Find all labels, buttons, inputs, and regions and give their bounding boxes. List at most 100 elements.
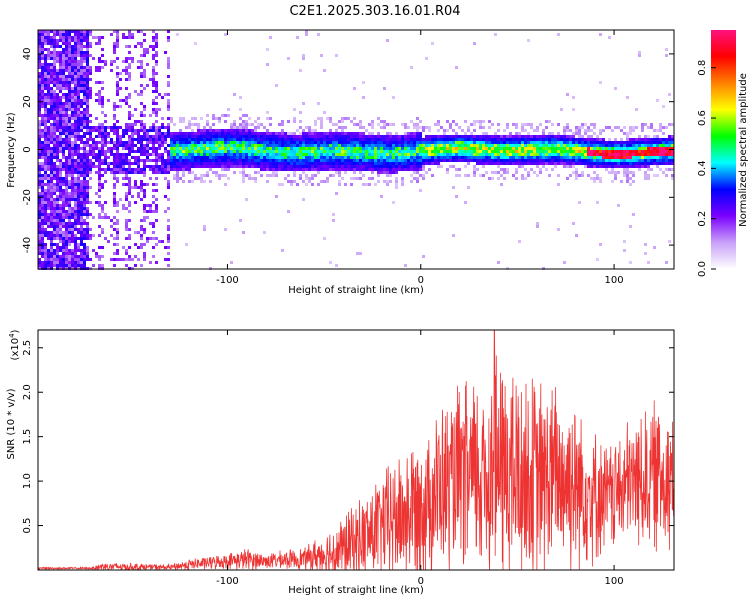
spectrogram-cell	[128, 147, 131, 150]
spectrogram-cell	[281, 141, 284, 144]
spectrogram-cell	[413, 138, 416, 141]
spectrogram-cell	[74, 114, 77, 117]
spectrogram-cell	[38, 213, 41, 216]
spectrogram-cell	[86, 120, 89, 123]
spectrogram-cell	[101, 255, 104, 258]
spectrogram-cell	[290, 138, 293, 141]
spectrogram-cell	[125, 66, 128, 69]
spectrogram-cell	[266, 63, 269, 66]
spectrogram-cell	[536, 129, 539, 132]
spectrogram-cell	[143, 255, 146, 258]
spectrogram-cell	[554, 138, 557, 141]
spectrogram-cell	[257, 126, 260, 129]
spectrogram-cell	[512, 174, 515, 177]
spectrogram-cell	[164, 147, 167, 150]
spectrogram-cell	[86, 192, 89, 195]
spectrogram-cell	[620, 141, 623, 144]
spectrogram-cell	[143, 114, 146, 117]
spectrogram-cell	[449, 159, 452, 162]
spectrogram-cell	[65, 57, 68, 60]
spectrogram-cell	[101, 96, 104, 99]
spectrogram-cell	[101, 60, 104, 63]
spectrogram-cell	[59, 123, 62, 126]
spectrogram-cell	[614, 165, 617, 168]
spectrogram-cell	[86, 96, 89, 99]
spectrogram-cell	[410, 174, 413, 177]
spectrogram-cell	[44, 174, 47, 177]
spectrogram-cell	[515, 135, 518, 138]
spectrogram-cell	[119, 141, 122, 144]
spectrogram-cell	[86, 54, 89, 57]
spectrogram-cell	[446, 171, 449, 174]
spectrogram-cell	[179, 129, 182, 132]
spectrogram-cell	[440, 135, 443, 138]
spectrogram-cell	[341, 168, 344, 171]
spectrogram-cell	[125, 174, 128, 177]
spectrogram-cell	[50, 210, 53, 213]
spectrogram-cell	[548, 132, 551, 135]
spectrogram-cell	[137, 231, 140, 234]
spectrogram-cell	[461, 135, 464, 138]
spectrogram-cell	[77, 144, 80, 147]
spectrogram-cell	[290, 141, 293, 144]
spectrogram-cell	[536, 174, 539, 177]
spectrogram-cell	[275, 153, 278, 156]
spectrogram-cell	[38, 240, 41, 243]
spectrogram-cell	[194, 150, 197, 153]
spectrogram-cell	[131, 150, 134, 153]
spectrogram-cell	[341, 156, 344, 159]
spectrogram-cell	[68, 42, 71, 45]
spectrogram-cell	[167, 240, 170, 243]
spectrogram-cell	[59, 234, 62, 237]
spectrogram-cell	[191, 144, 194, 147]
spectrogram-cell	[119, 162, 122, 165]
spectrogram-cell	[71, 249, 74, 252]
spectrogram-cell	[542, 165, 545, 168]
spectrogram-cell	[125, 99, 128, 102]
spectrogram-cell	[68, 51, 71, 54]
spectrogram-cell	[134, 159, 137, 162]
spectrogram-cell	[635, 108, 638, 111]
spectrogram-cell	[182, 147, 185, 150]
spectrogram-cell	[65, 99, 68, 102]
spectrogram-cell	[53, 69, 56, 72]
spectrogram-cell	[47, 258, 50, 261]
spectrogram-cell	[149, 159, 152, 162]
spectrogram-cell	[455, 135, 458, 138]
spectrogram-cell	[572, 144, 575, 147]
spectrogram-cell	[104, 129, 107, 132]
spectrogram-cell	[95, 42, 98, 45]
spectrogram-cell	[428, 147, 431, 150]
spectrogram-cell	[443, 147, 446, 150]
spectrogram-cell	[359, 177, 362, 180]
spectrogram-cell	[326, 165, 329, 168]
spectrogram-cell	[350, 150, 353, 153]
spectrogram-cell	[53, 108, 56, 111]
spectrogram-cell	[89, 201, 92, 204]
spectrogram-cell	[305, 156, 308, 159]
figure-title: C2E1.2025.303.16.01.R04	[289, 4, 460, 19]
spectrogram-cell	[629, 138, 632, 141]
spectrogram-cell	[155, 198, 158, 201]
spectrogram-cell	[116, 39, 119, 42]
spectrogram-cell	[644, 171, 647, 174]
spectrogram-cell	[338, 147, 341, 150]
spectrogram-cell	[98, 216, 101, 219]
spectrogram-cell	[224, 147, 227, 150]
spectrogram-cell	[326, 132, 329, 135]
spectrogram-cell	[80, 99, 83, 102]
spectrogram-cell	[308, 141, 311, 144]
spectrogram-cell	[206, 153, 209, 156]
spectrogram-cell	[164, 177, 167, 180]
spectrogram-cell	[572, 147, 575, 150]
spectrogram-cell	[200, 165, 203, 168]
spectrogram-cell	[155, 42, 158, 45]
spectrogram-cell	[71, 207, 74, 210]
spectrogram-cell	[101, 48, 104, 51]
spectrogram-cell	[401, 153, 404, 156]
spectrogram-cell	[143, 150, 146, 153]
spectrogram-cell	[251, 162, 254, 165]
snr-panel: -100 0 100 0.51.01.52.02.5 Height of strai…	[6, 329, 675, 596]
spectrogram-cell	[440, 159, 443, 162]
spectrogram-cell	[416, 144, 419, 147]
